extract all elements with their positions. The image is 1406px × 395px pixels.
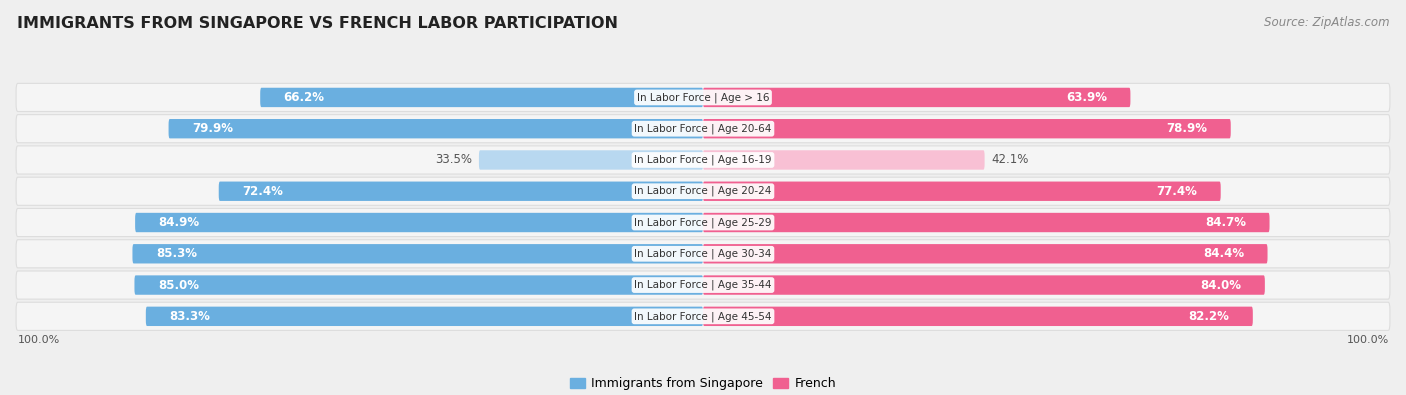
Text: In Labor Force | Age 25-29: In Labor Force | Age 25-29 <box>634 217 772 228</box>
Text: Source: ZipAtlas.com: Source: ZipAtlas.com <box>1264 16 1389 29</box>
Text: 77.4%: 77.4% <box>1156 185 1198 198</box>
Text: 42.1%: 42.1% <box>991 154 1029 166</box>
Text: 66.2%: 66.2% <box>284 91 325 104</box>
Text: 100.0%: 100.0% <box>1347 335 1389 345</box>
FancyBboxPatch shape <box>219 182 703 201</box>
Text: 83.3%: 83.3% <box>169 310 209 323</box>
Text: In Labor Force | Age 35-44: In Labor Force | Age 35-44 <box>634 280 772 290</box>
FancyBboxPatch shape <box>15 302 1391 330</box>
Text: In Labor Force | Age 30-34: In Labor Force | Age 30-34 <box>634 248 772 259</box>
FancyBboxPatch shape <box>703 213 1270 232</box>
FancyBboxPatch shape <box>135 275 703 295</box>
FancyBboxPatch shape <box>15 83 1391 111</box>
Text: 79.9%: 79.9% <box>193 122 233 135</box>
FancyBboxPatch shape <box>132 244 703 263</box>
Text: 84.0%: 84.0% <box>1201 278 1241 292</box>
FancyBboxPatch shape <box>169 119 703 138</box>
Text: 82.2%: 82.2% <box>1188 310 1229 323</box>
FancyBboxPatch shape <box>703 88 1130 107</box>
Text: 63.9%: 63.9% <box>1066 91 1107 104</box>
FancyBboxPatch shape <box>15 115 1391 143</box>
Text: 78.9%: 78.9% <box>1167 122 1208 135</box>
Text: 85.0%: 85.0% <box>157 278 198 292</box>
Text: In Labor Force | Age 16-19: In Labor Force | Age 16-19 <box>634 155 772 165</box>
Text: In Labor Force | Age 20-64: In Labor Force | Age 20-64 <box>634 124 772 134</box>
Text: In Labor Force | Age > 16: In Labor Force | Age > 16 <box>637 92 769 103</box>
FancyBboxPatch shape <box>703 275 1265 295</box>
FancyBboxPatch shape <box>703 119 1230 138</box>
Text: In Labor Force | Age 45-54: In Labor Force | Age 45-54 <box>634 311 772 322</box>
Text: 72.4%: 72.4% <box>242 185 283 198</box>
Legend: Immigrants from Singapore, French: Immigrants from Singapore, French <box>565 372 841 395</box>
FancyBboxPatch shape <box>479 150 703 170</box>
FancyBboxPatch shape <box>135 213 703 232</box>
FancyBboxPatch shape <box>703 244 1268 263</box>
FancyBboxPatch shape <box>15 209 1391 237</box>
FancyBboxPatch shape <box>703 307 1253 326</box>
FancyBboxPatch shape <box>703 182 1220 201</box>
FancyBboxPatch shape <box>260 88 703 107</box>
Text: In Labor Force | Age 20-24: In Labor Force | Age 20-24 <box>634 186 772 196</box>
Text: 84.4%: 84.4% <box>1204 247 1244 260</box>
FancyBboxPatch shape <box>15 177 1391 205</box>
FancyBboxPatch shape <box>15 146 1391 174</box>
Text: 84.7%: 84.7% <box>1205 216 1246 229</box>
Text: 84.9%: 84.9% <box>159 216 200 229</box>
FancyBboxPatch shape <box>146 307 703 326</box>
Text: 100.0%: 100.0% <box>17 335 59 345</box>
Text: IMMIGRANTS FROM SINGAPORE VS FRENCH LABOR PARTICIPATION: IMMIGRANTS FROM SINGAPORE VS FRENCH LABO… <box>17 16 617 31</box>
FancyBboxPatch shape <box>703 150 984 170</box>
FancyBboxPatch shape <box>15 271 1391 299</box>
FancyBboxPatch shape <box>15 240 1391 268</box>
Text: 85.3%: 85.3% <box>156 247 197 260</box>
Text: 33.5%: 33.5% <box>436 154 472 166</box>
